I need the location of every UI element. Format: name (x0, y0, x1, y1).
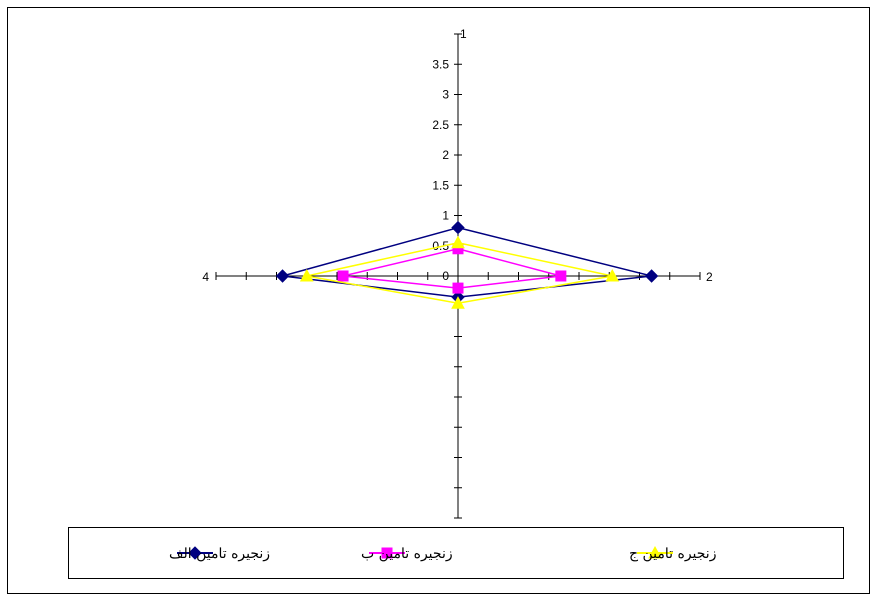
diamond-marker (275, 269, 290, 283)
tick-label: 1 (442, 209, 449, 223)
square-marker (381, 547, 393, 559)
tick-label: 3 (442, 88, 449, 102)
triangle-marker (605, 268, 620, 282)
square-marker (452, 282, 464, 294)
tick-label: 1.5 (432, 178, 449, 192)
square-marker (337, 270, 349, 282)
series-group (275, 220, 659, 309)
triangle-marker (648, 545, 662, 559)
legend: زنجیره تامین الف زنجیره تامین ب زنجیره تام… (68, 527, 844, 579)
axis-label-top: 1 (460, 27, 467, 41)
triangle-marker (451, 235, 465, 249)
diamond-marker (451, 220, 465, 235)
tick-label: 0 (442, 269, 449, 283)
diamond-marker (188, 546, 202, 560)
square-marker (555, 270, 567, 282)
triangle-marker (451, 296, 465, 309)
tick-label: 3.5 (432, 57, 449, 71)
legend-label: زنجیره تامین الف (169, 546, 270, 562)
tick-label: 2.5 (432, 118, 449, 132)
triangle-marker (299, 268, 314, 282)
chart-border (7, 7, 870, 594)
legend-label: زنجیره تامین ج (629, 546, 716, 562)
legend-label: زنجیره تامین ب (361, 546, 453, 562)
axis-label-left: 4 (202, 270, 209, 284)
axis-label-right: 2 (706, 270, 713, 284)
tick-label: 2 (442, 148, 449, 162)
diamond-marker (644, 269, 659, 283)
